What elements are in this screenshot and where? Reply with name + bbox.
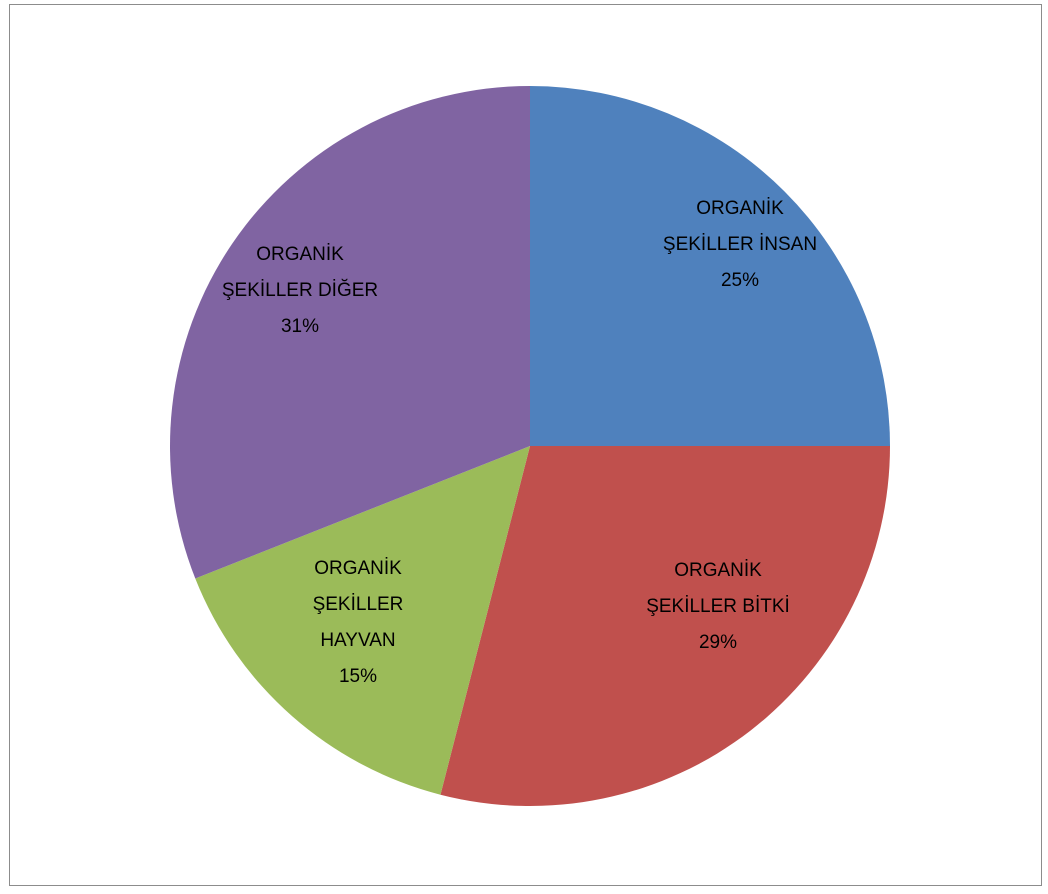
slice-percent-label: 25% <box>721 270 759 291</box>
pie-slice-3 <box>195 446 530 795</box>
slice-label-3: ORGANİK ŞEKİLLER HAYVAN 15% <box>313 558 404 687</box>
pie-slice-1 <box>530 86 890 446</box>
slice-label-line: ŞEKİLLER BİTKİ <box>646 596 790 617</box>
pie-slice-4 <box>170 86 530 579</box>
pie-slice-2 <box>440 446 890 807</box>
slice-label-line: ORGANİK <box>674 560 762 581</box>
slice-label-line: ORGANİK <box>696 198 784 219</box>
slice-label-4: ORGANİK ŞEKİLLER DİĞER 31% <box>222 244 378 337</box>
slice-percent-label: 15% <box>339 666 377 687</box>
slice-label-line: ŞEKİLLER <box>313 594 404 615</box>
slice-label-line: ORGANİK <box>314 558 402 579</box>
slice-percent-label: 31% <box>281 316 319 337</box>
slice-label-line: HAYVAN <box>320 630 395 651</box>
slice-label-line: ŞEKİLLER İNSAN <box>663 234 817 255</box>
slice-percent-label: 29% <box>699 632 737 653</box>
slice-label-1: ORGANİK ŞEKİLLER İNSAN 25% <box>663 198 817 291</box>
slice-label-2: ORGANİK ŞEKİLLER BİTKİ 29% <box>646 560 790 653</box>
slice-label-line: ŞEKİLLER DİĞER <box>222 279 378 301</box>
slice-label-line: ORGANİK <box>256 244 344 265</box>
